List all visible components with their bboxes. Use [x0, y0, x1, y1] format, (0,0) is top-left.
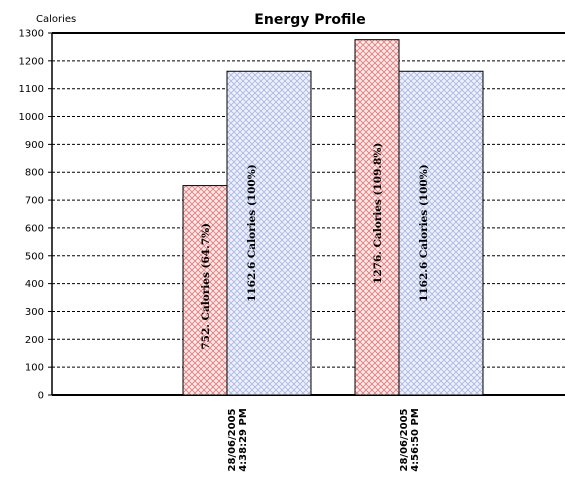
- bar-data-label: 1162.6 Calories (100%): [418, 164, 430, 302]
- y-tick-label: 500: [25, 251, 44, 262]
- x-tick-label-time: 4:56:50 PM: [410, 408, 421, 472]
- bar: [398, 70, 484, 396]
- x-axis: 28/06/2005 4:38:29 PM 28/06/2005 4:56:50 PM: [227, 408, 421, 472]
- x-tick-label-group: 28/06/2005 4:38:29 PM: [227, 408, 249, 472]
- y-tick-label: 1200: [19, 56, 44, 67]
- bar-data-label: 752. Calories (64.7%): [200, 223, 212, 350]
- bar: [354, 39, 400, 396]
- bars: [182, 39, 484, 396]
- bar: [226, 70, 312, 396]
- y-tick-label: 400: [25, 279, 44, 290]
- bar-data-label: 1162.6 Calories (100%): [246, 164, 258, 302]
- y-tick-label: 0: [38, 391, 44, 402]
- y-tick-label: 800: [25, 168, 44, 179]
- x-tick-label-time: 4:38:29 PM: [238, 408, 249, 472]
- x-tick-label-group: 28/06/2005 4:56:50 PM: [399, 408, 421, 472]
- x-tick-label-date: 28/06/2005: [227, 408, 238, 471]
- y-axis-label: Calories: [36, 14, 76, 25]
- y-tick-label: 900: [25, 140, 44, 151]
- y-tick-label: 1300: [19, 29, 44, 40]
- y-tick-label: 600: [25, 223, 44, 234]
- data-labels: 752. Calories (64.7%) 1162.6 Calories (10…: [200, 143, 430, 350]
- y-tick-label: 1100: [19, 84, 44, 95]
- x-tick-label-date: 28/06/2005: [399, 408, 410, 471]
- y-tick-label: 1000: [19, 112, 44, 123]
- chart-title: Energy Profile: [254, 12, 365, 28]
- bar: [182, 185, 228, 396]
- y-tick-label: 700: [25, 196, 44, 207]
- y-tick-label: 100: [25, 363, 44, 374]
- y-tick-label: 200: [25, 335, 44, 346]
- bar-data-label: 1276. Calories (109.8%): [372, 143, 384, 284]
- y-tick-label: 300: [25, 307, 44, 318]
